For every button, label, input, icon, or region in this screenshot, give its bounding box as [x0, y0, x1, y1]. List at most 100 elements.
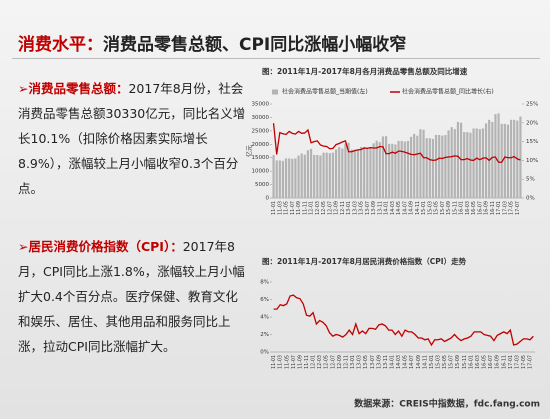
bar	[497, 113, 500, 198]
x-tick-label: 15-11	[462, 355, 468, 369]
y2-tick-label: 25%	[526, 102, 538, 108]
paragraph-heading: ➢消费品零售总额：	[18, 81, 129, 96]
x-tick-label: 15-01	[421, 201, 427, 215]
bar	[503, 123, 506, 198]
bar	[347, 142, 350, 198]
bar	[509, 119, 513, 198]
bar	[334, 149, 338, 198]
bar	[475, 128, 478, 198]
x-tick-label: 11-03	[278, 355, 284, 369]
x-tick-label: 12-01	[309, 201, 315, 215]
y-tick-label: 15000	[252, 155, 270, 161]
bar	[288, 158, 291, 198]
x-tick-label: 11-01	[271, 201, 277, 215]
x-tick-label: 17-01	[508, 355, 514, 369]
paragraph-body: 2017年8月份，社会消费品零售总额30330亿元，同比名义增长10.1%（扣除…	[18, 81, 246, 196]
bar	[353, 149, 356, 198]
y-tick-label: 20000	[252, 142, 270, 148]
slide-title: 消费水平：消费品零售总额、CPI同比涨幅小幅收窄	[18, 30, 406, 55]
bar	[478, 129, 481, 198]
x-tick-label: 17-05	[521, 355, 527, 369]
bar	[272, 155, 275, 198]
x-tick-label: 16-11	[501, 355, 507, 369]
legend-label: 社会消费品零售总额_同比增长(右)	[402, 88, 494, 96]
bar	[447, 130, 450, 198]
bar	[394, 144, 397, 198]
y2-tick-label: 5%	[526, 177, 535, 183]
bar	[384, 136, 388, 198]
x-tick-label: 15-11	[452, 201, 458, 215]
x-tick-label: 17-05	[509, 201, 515, 215]
x-tick-label: 12-11	[343, 355, 349, 369]
bar	[459, 122, 463, 198]
bar	[422, 129, 425, 198]
x-tick-label: 16-05	[482, 355, 488, 369]
x-tick-label: 12-07	[327, 201, 333, 215]
x-tick-label: 16-01	[468, 355, 474, 369]
bar	[316, 155, 319, 198]
bar	[366, 147, 369, 198]
bar	[391, 143, 394, 198]
bar	[322, 152, 325, 198]
bar	[281, 160, 285, 198]
bar	[294, 158, 297, 198]
x-tick-label: 16-07	[477, 201, 483, 215]
bar	[291, 158, 294, 198]
bar	[450, 127, 453, 198]
bar	[500, 123, 503, 198]
x-tick-label: 17-03	[514, 355, 520, 369]
bar	[425, 138, 428, 198]
bar	[428, 138, 431, 198]
line	[273, 294, 534, 347]
bar	[278, 160, 281, 198]
bar	[416, 135, 419, 198]
x-tick-label: 15-05	[442, 355, 448, 369]
x-tick-label: 14-07	[402, 201, 408, 215]
x-tick-label: 15-09	[455, 355, 461, 369]
x-tick-label: 12-01	[311, 355, 317, 369]
x-tick-label: 13-05	[363, 355, 369, 369]
bar	[409, 136, 413, 198]
x-tick-label: 13-07	[370, 355, 376, 369]
bar	[300, 153, 303, 198]
x-tick-label: 13-01	[350, 355, 356, 369]
bar	[284, 158, 288, 198]
paragraph: ➢消费品零售总额：2017年8月份，社会消费品零售总额30330亿元，同比名义增…	[18, 76, 246, 201]
chart-title: 图：2011年1月-2017年8月居民消费价格指数（CPI）走势	[262, 256, 467, 266]
y-tick-label: 30000	[252, 115, 270, 121]
x-tick-label: 12-03	[317, 355, 323, 369]
x-tick-label: 12-05	[321, 201, 327, 215]
bar	[406, 140, 410, 198]
x-tick-label: 16-03	[475, 355, 481, 369]
bar	[472, 128, 475, 198]
x-tick-label: 13-07	[365, 201, 371, 215]
bar	[438, 134, 441, 198]
x-tick-label: 14-01	[389, 355, 395, 369]
x-tick-label: 13-09	[371, 201, 377, 215]
bar	[434, 134, 438, 198]
bar	[319, 155, 322, 198]
bar	[444, 134, 447, 198]
x-tick-label: 15-07	[449, 355, 455, 369]
bar	[325, 152, 328, 198]
y-tick-label: 8%	[260, 280, 269, 286]
x-tick-label: 11-09	[297, 355, 303, 369]
y-tick-label: 4%	[260, 315, 269, 321]
x-tick-label: 11-09	[296, 201, 302, 215]
x-tick-label: 13-03	[352, 201, 358, 215]
y-axis-label: 亿元	[246, 145, 254, 157]
x-tick-label: 11-01	[271, 355, 277, 369]
bar	[441, 135, 444, 198]
x-tick-label: 15-07	[440, 201, 446, 215]
title-rule	[12, 58, 540, 59]
x-tick-label: 11-05	[284, 201, 290, 215]
bar	[403, 141, 406, 198]
bar	[456, 121, 460, 198]
bar	[463, 132, 466, 198]
x-tick-label: 14-03	[396, 355, 402, 369]
y-tick-label: 5000	[255, 182, 269, 188]
x-tick-label: 12-09	[334, 201, 340, 215]
x-tick-label: 11-07	[290, 201, 296, 215]
x-tick-label: 15-01	[429, 355, 435, 369]
x-tick-label: 14-07	[409, 355, 415, 369]
